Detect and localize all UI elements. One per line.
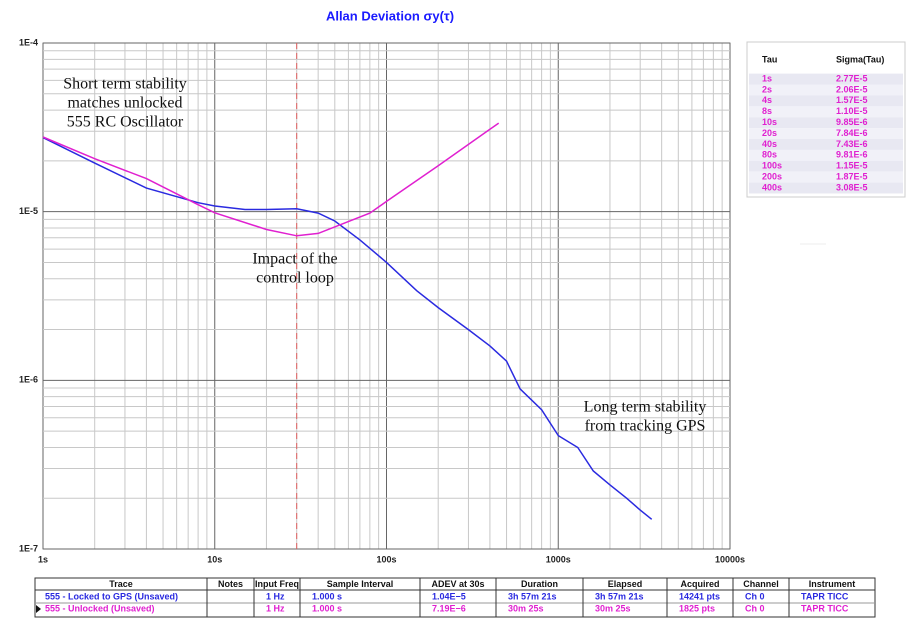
side-table-cell: 1.87E-5 <box>836 171 868 181</box>
x-tick-label: 10000s <box>715 554 745 564</box>
side-table-cell: 3.08E-5 <box>836 182 868 192</box>
trace-table-header: Elapsed <box>608 579 643 589</box>
trace-table-cell: 14241 pts <box>679 591 720 601</box>
side-table-cell: 4s <box>762 95 772 105</box>
side-table: Tau Sigma(Tau) 1s 2.77E-5 2s 2.06E-5 4s 1.57E-5… <box>749 54 903 194</box>
trace-table-cell: 1.04E−5 <box>432 591 466 601</box>
side-table-cell: 2.77E-5 <box>836 73 868 83</box>
trace-table-header: Channel <box>743 579 779 589</box>
side-table-cell: 100s <box>762 161 782 171</box>
side-table-cell: 400s <box>762 182 782 192</box>
trace-line <box>42 136 653 520</box>
side-table-row <box>749 84 903 96</box>
trace-table-cell: 555 - Unlocked (Unsaved) <box>45 603 155 613</box>
trace-table-cell: 30m 25s <box>508 603 544 613</box>
chart-title: Allan Deviation σy(τ) <box>326 8 454 23</box>
trace-table-cell: Ch 0 <box>745 591 765 601</box>
trace-table-header: Acquired <box>680 579 719 589</box>
trace-table-header: Sample Interval <box>327 579 394 589</box>
trace-table-header: Notes <box>218 579 243 589</box>
side-table-cell: 10s <box>762 117 777 127</box>
side-table-row <box>749 149 903 161</box>
side-table-cell: 1.15E-5 <box>836 161 868 171</box>
side-table-cell: 7.84E-6 <box>836 128 868 138</box>
side-table-cell: 1.57E-5 <box>836 95 868 105</box>
side-table-row <box>749 128 903 139</box>
x-tick-label: 10s <box>207 554 222 564</box>
trace-table-cell: 3h 57m 21s <box>508 591 557 601</box>
trace-table-header: ADEV at 30s <box>431 579 484 589</box>
trace-line <box>42 122 500 237</box>
trace-table-cell: TAPR TICC <box>801 603 849 613</box>
y-tick-label: 1E-7 <box>19 543 38 553</box>
grid: 1s 10s 100s 1000s 10000s 1E-7 1E-6 1E-5 1E-4 <box>19 37 745 564</box>
trace-table-header: Duration <box>521 579 558 589</box>
y-tick-label: 1E-4 <box>19 37 38 47</box>
side-table-cell: 1s <box>762 73 772 83</box>
trace-table-header: Instrument <box>809 579 856 589</box>
row-pointer <box>36 605 41 613</box>
traces <box>42 122 653 520</box>
side-table-row <box>749 106 903 118</box>
side-table-cell: 20s <box>762 128 777 138</box>
side-table-row <box>749 160 903 172</box>
side-table-cell: 2.06E-5 <box>836 84 868 94</box>
trace-table-header: Input Freq <box>255 579 299 589</box>
annotation: matches unlocked <box>67 95 182 112</box>
side-table-row <box>749 117 903 129</box>
trace-table-cell: 7.19E−6 <box>432 603 466 613</box>
side-table-row <box>749 182 903 194</box>
annotation: control loop <box>256 270 334 287</box>
trace-table-cell: 1 Hz <box>266 591 285 601</box>
side-table-cell: 200s <box>762 171 782 181</box>
trace-table-cell: 1825 pts <box>679 603 715 613</box>
annotation: 555 RC Oscillator <box>67 114 184 131</box>
trace-table: Trace Notes Input Freq Sample Interval ADEV … <box>35 578 875 617</box>
annotation: Impact of the <box>252 251 337 268</box>
side-table-cell: 2s <box>762 84 772 94</box>
annotation: from tracking GPS <box>585 418 706 435</box>
side-table-cell: 1.10E-5 <box>836 106 868 116</box>
side-table-header: Tau <box>762 54 777 64</box>
side-table-row <box>749 73 903 85</box>
side-table-cell: 9.81E-6 <box>836 150 868 160</box>
side-table-row <box>749 95 903 107</box>
side-table-row <box>749 139 903 150</box>
side-table-row <box>749 171 903 183</box>
y-tick-label: 1E-5 <box>19 206 38 216</box>
trace-table-cell: 30m 25s <box>595 603 631 613</box>
side-table-cell: 40s <box>762 139 777 149</box>
x-tick-label: 1000s <box>546 554 571 564</box>
trace-table-cell: TAPR TICC <box>801 591 849 601</box>
y-tick-label: 1E-6 <box>19 375 38 385</box>
trace-table-header: Trace <box>109 579 133 589</box>
trace-table-frame <box>34 577 876 618</box>
trace-table-cell: Ch 0 <box>745 603 765 613</box>
trace-table-cell: 3h 57m 21s <box>595 591 644 601</box>
x-tick-label: 1s <box>38 554 48 564</box>
side-table-cell: 8s <box>762 106 772 116</box>
annotations: Short term stability matches unlocked 555 … <box>63 76 706 435</box>
side-table-cell: 7.43E-6 <box>836 139 868 149</box>
side-table-cell: 9.85E-6 <box>836 117 868 127</box>
trace-table-cell: 555 - Locked to GPS (Unsaved) <box>45 591 178 601</box>
trace-table-cell: 1.000 s <box>312 603 342 613</box>
x-tick-label: 100s <box>376 554 396 564</box>
annotation: Short term stability <box>63 76 187 93</box>
annotation: Long term stability <box>584 399 707 416</box>
trace-table-cell: 1 Hz <box>266 603 285 613</box>
side-table-cell: 80s <box>762 150 777 160</box>
side-table-header: Sigma(Tau) <box>836 54 884 64</box>
trace-table-cell: 1.000 s <box>312 591 342 601</box>
